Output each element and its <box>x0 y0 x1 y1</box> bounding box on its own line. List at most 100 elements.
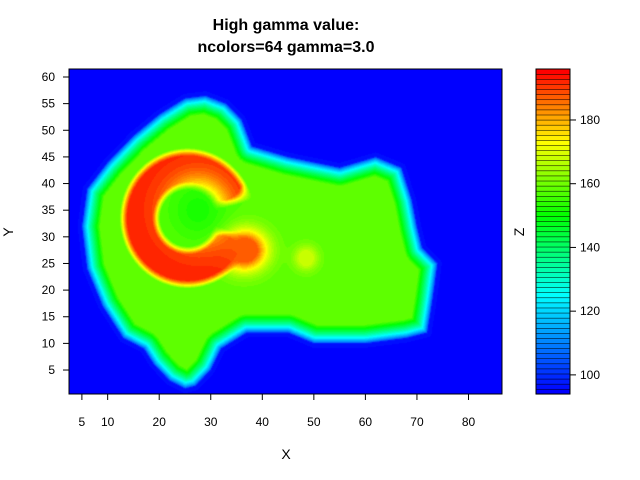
y-tick-label: 35 <box>42 203 56 217</box>
colorbar-swatch <box>535 297 571 304</box>
colorbar-swatch <box>535 348 571 354</box>
y-tick-label: 45 <box>42 150 56 164</box>
colorbar-swatch <box>535 175 571 182</box>
x-axis-label: X <box>281 446 291 462</box>
colorbar <box>535 68 571 395</box>
colorbar-swatch <box>535 251 571 258</box>
chart-title-line-1: High gamma value: <box>213 17 360 34</box>
colorbar-swatch <box>535 373 571 380</box>
colorbar-swatch <box>535 287 571 293</box>
colorbar-swatch <box>535 241 571 248</box>
colorbar-swatch <box>535 83 571 90</box>
colorbar-swatch <box>535 139 571 146</box>
colorbar-swatch <box>535 144 571 151</box>
colorbar-swatch <box>535 134 571 141</box>
colorbar-swatch <box>535 327 571 334</box>
colorbar-swatch <box>535 266 571 273</box>
colorbar-swatch <box>535 180 571 187</box>
colorbar-swatch <box>535 114 571 121</box>
z-tick-label: 100 <box>580 368 600 382</box>
colorbar-swatch <box>535 256 571 263</box>
colorbar-swatch <box>535 155 571 161</box>
colorbar-swatch <box>535 353 571 360</box>
colorbar-swatch <box>535 73 571 80</box>
colorbar-swatch <box>535 292 571 299</box>
plot-frame <box>68 68 503 395</box>
x-tick-label: 10 <box>101 415 115 429</box>
colorbar-swatch <box>535 109 571 116</box>
y-tick-label: 10 <box>42 336 56 350</box>
colorbar-swatch <box>535 200 571 207</box>
z-tick-label: 120 <box>580 304 600 318</box>
colorbar-swatch <box>535 236 571 243</box>
colorbar-frame <box>535 68 571 395</box>
x-tick-label: 70 <box>410 415 424 429</box>
z-tick-label: 140 <box>580 240 600 254</box>
colorbar-swatch <box>535 388 571 395</box>
colorbar-swatch <box>535 332 571 339</box>
heatmap-surface <box>69 69 502 394</box>
x-axis: 5 10 20 30 40 50 60 70 80 <box>79 394 476 429</box>
colorbar-swatch <box>535 378 571 385</box>
x-tick-label: 80 <box>462 415 476 429</box>
chart-title-line-2: ncolors=64 gamma=3.0 <box>198 39 375 56</box>
colorbar-swatch <box>535 216 571 222</box>
y-tick-label: 5 <box>48 363 55 377</box>
y-tick-label: 50 <box>42 123 56 137</box>
colorbar-swatch <box>535 129 571 136</box>
colorbar-swatch <box>535 231 571 238</box>
colorbar-swatch <box>535 160 571 167</box>
colorbar-swatch <box>535 104 571 111</box>
colorbar-swatch <box>535 124 571 131</box>
y-tick-label: 60 <box>42 70 56 84</box>
x-tick-label: 60 <box>359 415 373 429</box>
colorbar-swatch <box>535 119 571 126</box>
colorbar-swatch <box>535 282 571 288</box>
y-axis-label: Y <box>0 227 16 237</box>
colorbar-swatch <box>535 150 571 156</box>
colorbar-axis: 100 120 140 160 180 <box>570 113 600 382</box>
colorbar-swatch <box>535 363 571 370</box>
colorbar-swatch <box>535 246 571 253</box>
colorbar-swatch <box>535 368 571 375</box>
colorbar-swatch <box>535 312 571 319</box>
colorbar-swatch <box>535 170 571 177</box>
colorbar-swatch <box>535 271 571 278</box>
x-tick-label: 50 <box>307 415 321 429</box>
colorbar-swatch <box>535 89 571 95</box>
colorbar-swatch <box>535 99 571 106</box>
x-tick-label: 20 <box>153 415 167 429</box>
colorbar-swatch <box>535 221 571 227</box>
colorbar-swatch <box>535 226 571 233</box>
colorbar-swatch <box>535 342 571 349</box>
colorbar-swatch <box>535 337 571 344</box>
y-tick-label: 40 <box>42 177 56 191</box>
y-tick-label: 20 <box>42 283 56 297</box>
colorbar-swatch <box>535 358 571 365</box>
x-tick-label: 40 <box>256 415 270 429</box>
colorbar-swatch <box>535 185 571 192</box>
colorbar-swatch <box>535 276 571 283</box>
colorbar-swatch <box>535 68 571 75</box>
x-tick-label: 5 <box>79 415 86 429</box>
y-tick-label: 55 <box>42 97 56 111</box>
colorbar-swatch <box>535 302 571 309</box>
colorbar-swatch <box>535 307 571 314</box>
colorbar-swatch <box>535 210 571 217</box>
colorbar-swatch <box>535 165 571 172</box>
plot-area <box>68 68 503 395</box>
colorbar-swatch <box>535 78 571 85</box>
colorbar-swatch <box>535 322 571 329</box>
y-tick-label: 25 <box>42 256 56 270</box>
z-tick-label: 160 <box>580 177 600 191</box>
colorbar-swatch <box>535 190 571 197</box>
z-tick-label: 180 <box>580 113 600 127</box>
colorbar-swatch <box>535 383 571 390</box>
y-tick-label: 30 <box>42 230 56 244</box>
colorbar-swatch <box>535 261 571 268</box>
y-axis: 5 10 15 20 25 30 35 40 45 50 55 60 <box>42 70 69 377</box>
colorbar-swatch <box>535 94 571 101</box>
x-tick-label: 30 <box>204 415 218 429</box>
colorbar-swatch <box>535 205 571 212</box>
